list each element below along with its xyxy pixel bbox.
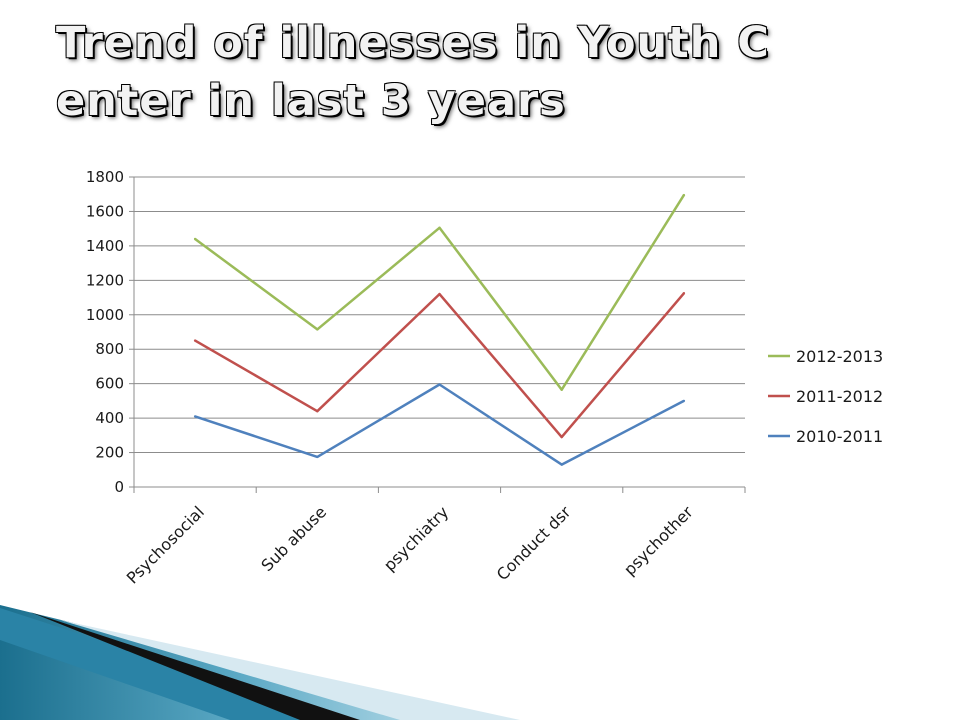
data-point [438,292,441,296]
axes [129,176,746,493]
data-point [316,410,319,413]
series-lines [193,193,686,466]
data-point [682,292,686,295]
data-point [682,399,686,403]
legend-label: 2012-2013 [796,347,883,366]
y-axis-tick-labels: 0 200 400 600 800 1000 1200 1400 1600 1800 [86,168,124,496]
y-tick-label: 600 [95,375,124,393]
x-category-label: psychother [620,502,697,579]
y-tick-label: 1200 [86,271,124,289]
y-tick-label: 1000 [86,306,124,324]
y-tick-label: 200 [95,444,124,462]
data-point [560,463,563,466]
legend-label: 2011-2012 [796,387,883,406]
y-tick-label: 400 [95,409,124,427]
series-line-2012-2013 [194,194,685,391]
x-category-label: Psychosocial [123,502,208,587]
x-category-label: psychiatry [380,502,452,574]
y-tick-label: 1600 [86,202,124,220]
y-tick-label: 1400 [86,237,124,255]
x-category-label: Conduct dsr [493,502,575,584]
data-point [193,415,197,418]
y-tick-label: 0 [114,478,124,496]
data-point [438,383,441,386]
x-axis-category-labels: Psychosocial Sub abuse psychiatry Conduct d… [123,502,697,588]
y-tick-label: 800 [95,340,124,358]
slide-title: Trend of illnesses in Youth C enter in l… [56,18,770,126]
data-point [316,455,319,459]
data-point [193,237,197,241]
x-category-label: Sub abuse [257,502,330,575]
data-point [560,388,563,391]
legend: 2012-2013 2011-2012 2010-2011 [768,347,883,446]
data-point [438,226,441,230]
gridlines [134,176,745,454]
y-tick-label: 1800 [86,168,124,186]
data-point [316,328,319,331]
data-point [193,339,197,342]
legend-label: 2010-2011 [796,427,883,446]
data-point [560,435,563,439]
data-point [682,193,686,197]
